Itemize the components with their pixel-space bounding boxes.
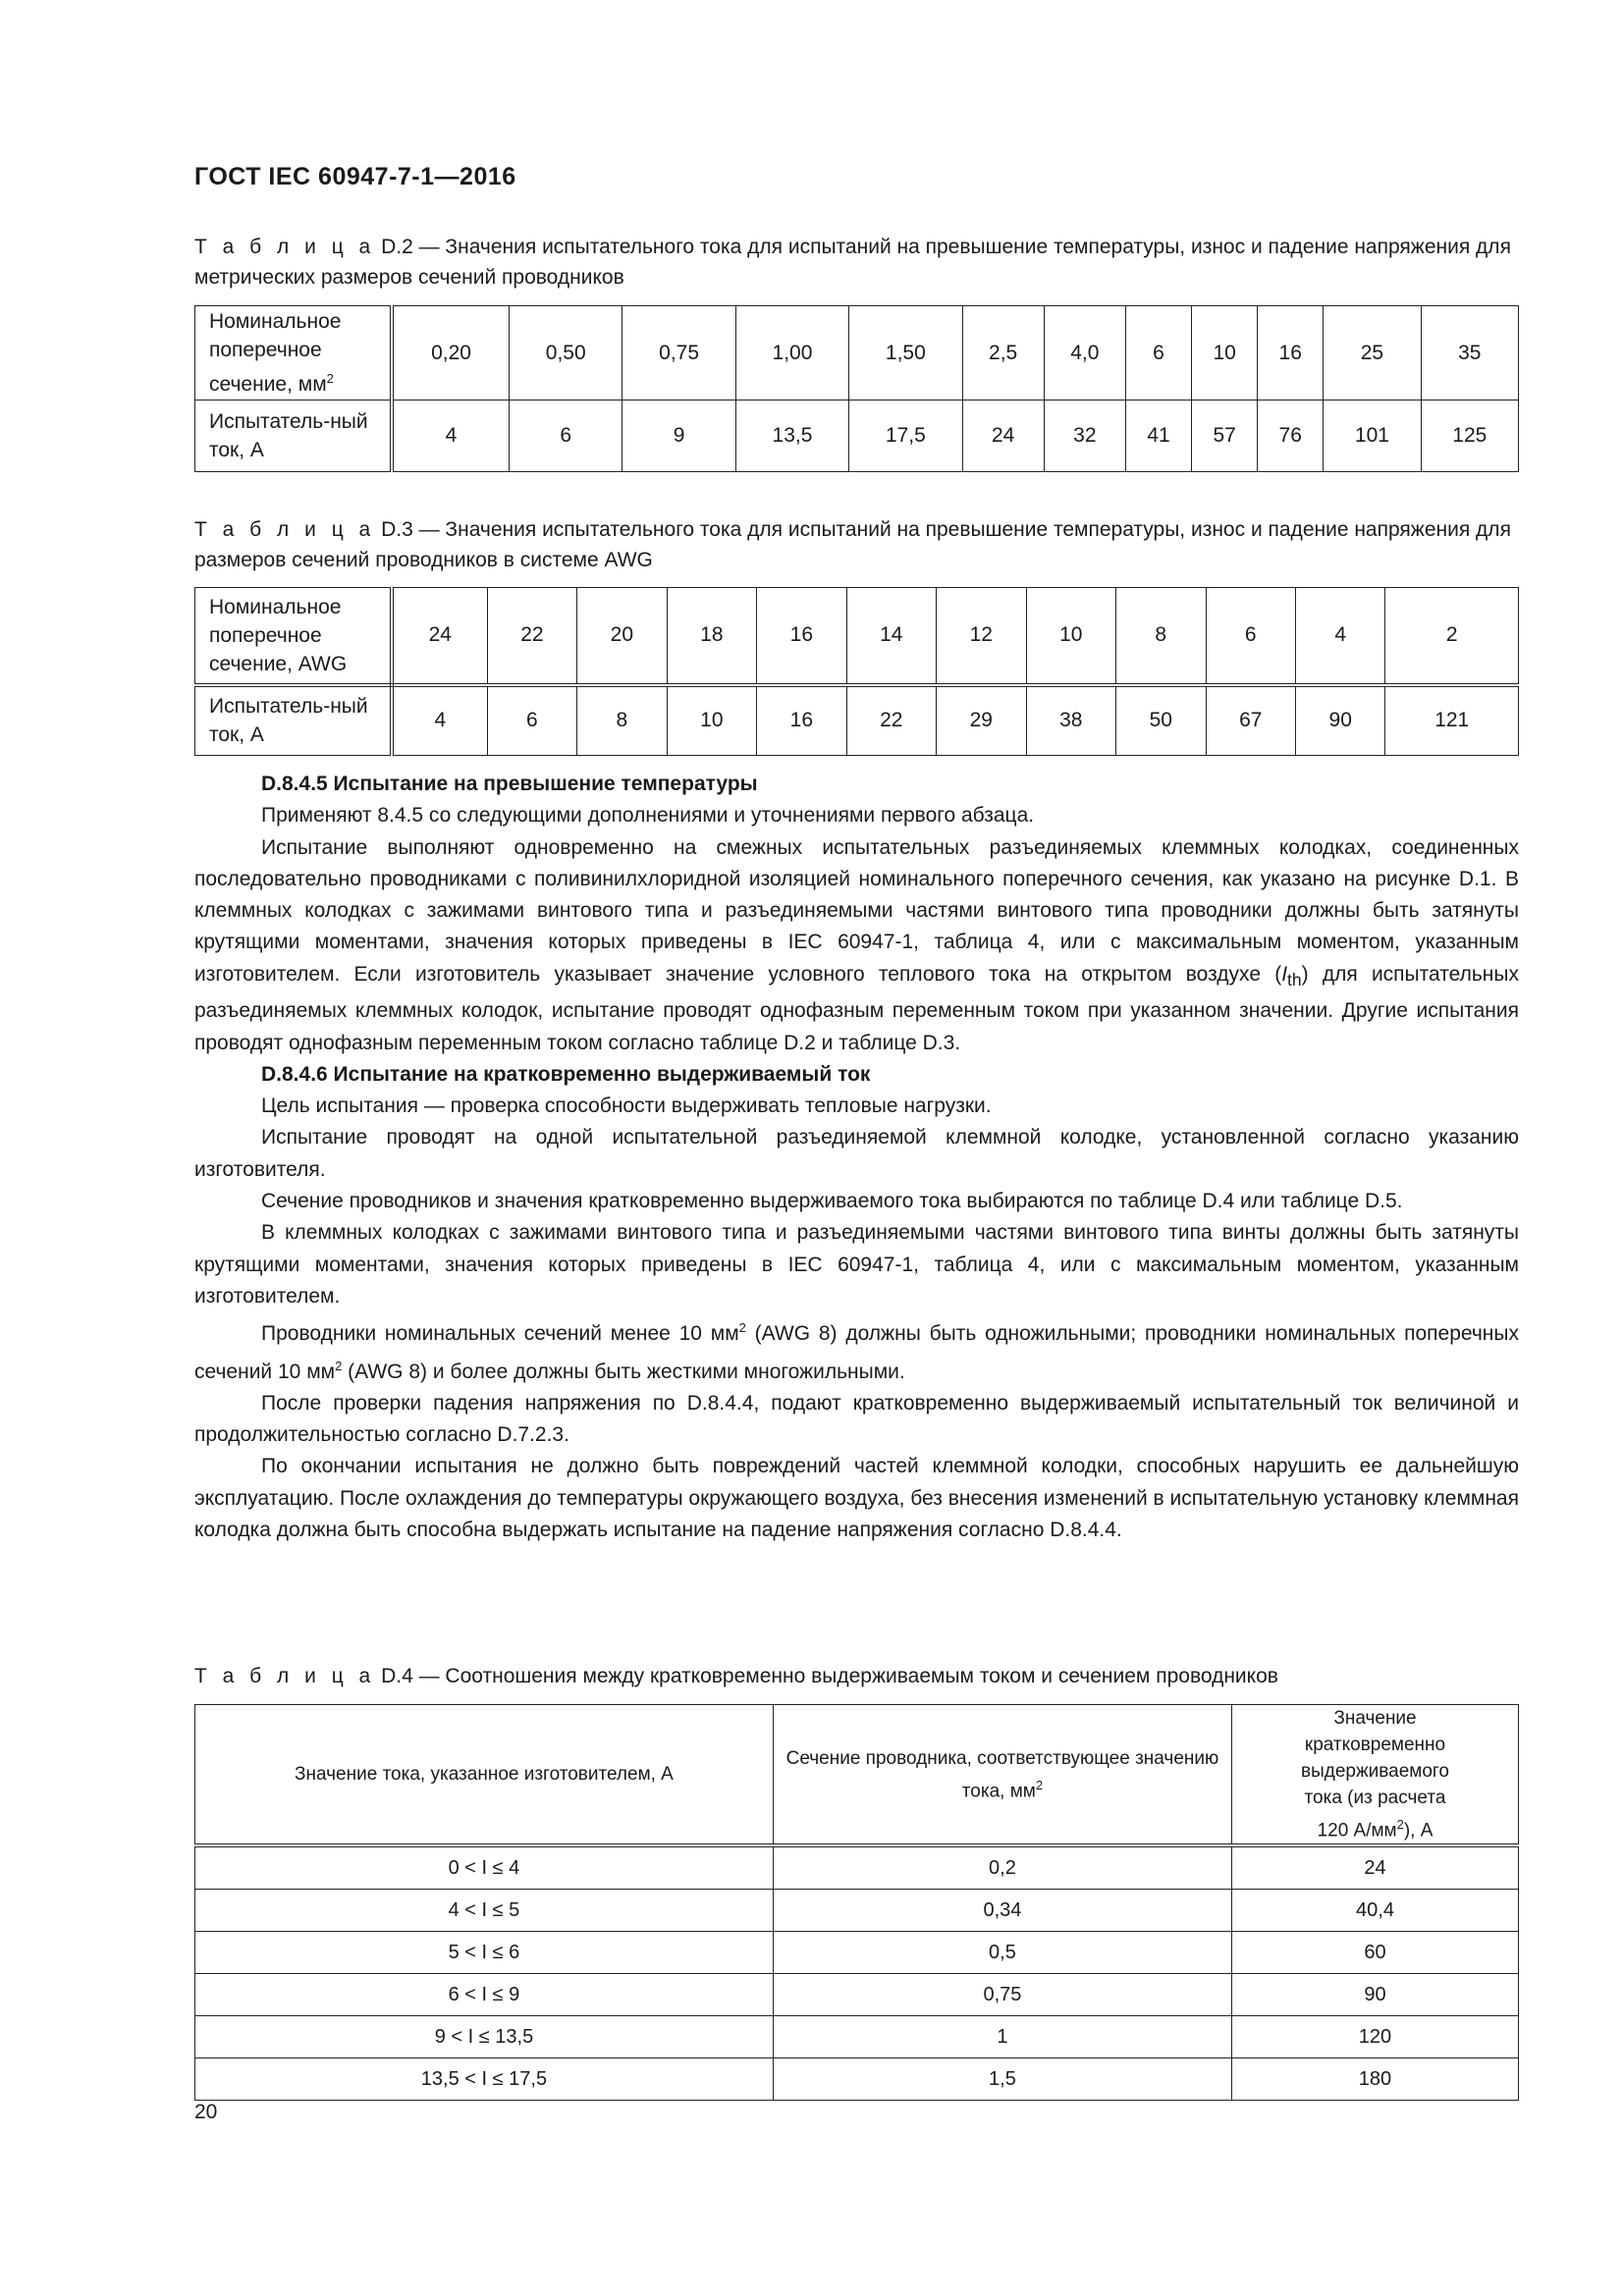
table-cell: 13,5 < I ≤ 17,5 (194, 2057, 774, 2102)
table-cell: 22 (845, 684, 938, 756)
table-cell: 1 (772, 2015, 1232, 2059)
section-heading: D.8.4.6 Испытание на кратковременно выде… (261, 1062, 871, 1086)
table-cell: 35 (1420, 305, 1520, 400)
table-cell: 24 (391, 587, 488, 687)
paragraph: Испытание проводят на одной испытательно… (194, 1126, 1519, 1181)
column-header: Сечение проводника, соответствующее знач… (772, 1704, 1232, 1848)
row-label: Испытатель-ный ток, А (194, 400, 394, 472)
table-cell: 4 (391, 400, 511, 472)
table-cell: 10 (666, 684, 758, 756)
table-cell: 90 (1294, 684, 1386, 756)
table-cell: 17,5 (848, 400, 963, 472)
table-cell: 4,0 (1043, 305, 1126, 400)
table-cell: 24 (1230, 1844, 1520, 1891)
table-cell: 13,5 (734, 400, 850, 472)
table-cell: 25 (1323, 305, 1422, 400)
table-cell: 9 (622, 400, 736, 472)
table-cell: 76 (1257, 400, 1325, 472)
table-d4: Значение тока, указанное изготовителем, … (194, 1704, 1520, 2102)
table-cell: 6 (1205, 587, 1296, 687)
paragraph: После проверки падения напряжения по D.8… (194, 1391, 1519, 1447)
table-cell: 1,50 (848, 305, 963, 400)
table-cell: 12 (936, 587, 1027, 687)
table-cell: 6 (509, 400, 623, 472)
row-label: Номинальное поперечное сечение, AWG (194, 587, 394, 687)
table-row: 6 < I ≤ 9 0,75 90 (194, 1973, 1520, 2017)
paragraph: Применяют 8.4.5 со следующими дополнения… (261, 804, 1035, 828)
table-cell: 40,4 (1230, 1889, 1520, 1933)
table-cell: 41 (1124, 400, 1193, 472)
table-cell: 16 (1257, 305, 1325, 400)
paragraph: Цель испытания — проверка способности вы… (261, 1095, 992, 1118)
table-cell: 90 (1230, 1973, 1520, 2017)
table-cell: 0,34 (772, 1889, 1232, 1933)
table-cell: 2 (1384, 587, 1519, 687)
table-cell: 4 (1294, 587, 1386, 687)
body-text: D.8.4.5 Испытание на превышение температ… (194, 769, 1519, 1546)
table-cell: 50 (1115, 684, 1207, 756)
section-heading: D.8.4.5 Испытание на превышение температ… (261, 773, 758, 795)
table-cell: 120 (1230, 2015, 1520, 2059)
table-cell: 29 (936, 684, 1027, 756)
table-cell: 60 (1230, 1931, 1520, 1975)
table-cell: 10 (1025, 587, 1117, 687)
table-cell: 6 (486, 684, 578, 756)
table-cell: 0,20 (391, 305, 511, 400)
table-cell: 0,75 (772, 1973, 1232, 2017)
table-cell: 1,00 (734, 305, 850, 400)
table-cell: 67 (1205, 684, 1296, 756)
table-row: 4 < I ≤ 5 0,34 40,4 (194, 1889, 1520, 1933)
table-cell: 22 (486, 587, 578, 687)
table-row: 9 < I ≤ 13,5 1 120 (194, 2015, 1520, 2059)
table-d2: Номинальное поперечное сечение, мм2 0,20 0… (194, 305, 1520, 472)
paragraph: По окончании испытания не должно быть по… (194, 1455, 1519, 1542)
table-cell: 6 < I ≤ 9 (194, 1973, 774, 2017)
paragraph: В клеммных колодках с зажимами винтового… (194, 1221, 1519, 1308)
table-cell: 0,5 (772, 1931, 1232, 1975)
table-d3: Номинальное поперечное сечение, AWG 24 22 2… (194, 587, 1519, 756)
table-cell: 1,5 (772, 2057, 1232, 2102)
table-cell: 32 (1043, 400, 1126, 472)
table-cell: 6 (1124, 305, 1193, 400)
table-cell: 121 (1384, 684, 1519, 756)
table-row: 5 < I ≤ 6 0,5 60 (194, 1931, 1520, 1975)
paragraph: Проводники номинальных сечений менее 10 … (194, 1320, 1519, 1383)
table-cell: 57 (1191, 400, 1259, 472)
column-header: Значение кратковременно выдерживаемого т… (1230, 1704, 1520, 1848)
table-cell: 16 (756, 587, 847, 687)
table-cell: 4 < I ≤ 5 (194, 1889, 774, 1933)
table-cell: 10 (1191, 305, 1259, 400)
table-cell: 0,50 (509, 305, 623, 400)
row-label: Номинальное поперечное сечение, мм2 (194, 305, 394, 400)
table-cell: 18 (666, 587, 758, 687)
table-cell: 24 (961, 400, 1045, 472)
paragraph: Сечение проводников и значения кратковре… (261, 1190, 1403, 1213)
table-cell: 0,2 (772, 1844, 1232, 1891)
paragraph: Испытание выполняют одновременно на смеж… (194, 835, 1519, 1054)
document-header: ГОСТ IEC 60947-7-1—2016 (194, 163, 516, 190)
table-cell: 8 (1115, 587, 1207, 687)
table-cell: 0,75 (622, 305, 736, 400)
row-label: Испытатель-ный ток, А (194, 684, 394, 756)
table-cell: 16 (756, 684, 847, 756)
table-row: 13,5 < I ≤ 17,5 1,5 180 (194, 2057, 1520, 2102)
table-row: 0 < I ≤ 4 0,2 24 (194, 1844, 1520, 1891)
table-cell: 180 (1230, 2057, 1520, 2102)
page-number: 20 (194, 2101, 218, 2123)
column-header: Значение тока, указанное изготовителем, … (194, 1704, 774, 1848)
table-d4-caption: Т а б л и ц а D.4 — Соотношения между кр… (194, 1665, 1278, 1687)
table-cell: 38 (1025, 684, 1117, 756)
table-cell: 8 (576, 684, 668, 756)
table-cell: 14 (845, 587, 938, 687)
table-cell: 20 (576, 587, 668, 687)
table-cell: 101 (1323, 400, 1422, 472)
table-cell: 4 (391, 684, 488, 756)
table-cell: 2,5 (961, 305, 1045, 400)
table-cell: 0 < I ≤ 4 (194, 1844, 774, 1891)
table-d3-caption: Т а б л и ц а D.3 — Значения испытательн… (194, 518, 1511, 571)
table-d2-caption: Т а б л и ц а D.2 — Значения испытательн… (194, 236, 1511, 289)
table-cell: 5 < I ≤ 6 (194, 1931, 774, 1975)
table-cell: 125 (1420, 400, 1520, 472)
table-cell: 9 < I ≤ 13,5 (194, 2015, 774, 2059)
